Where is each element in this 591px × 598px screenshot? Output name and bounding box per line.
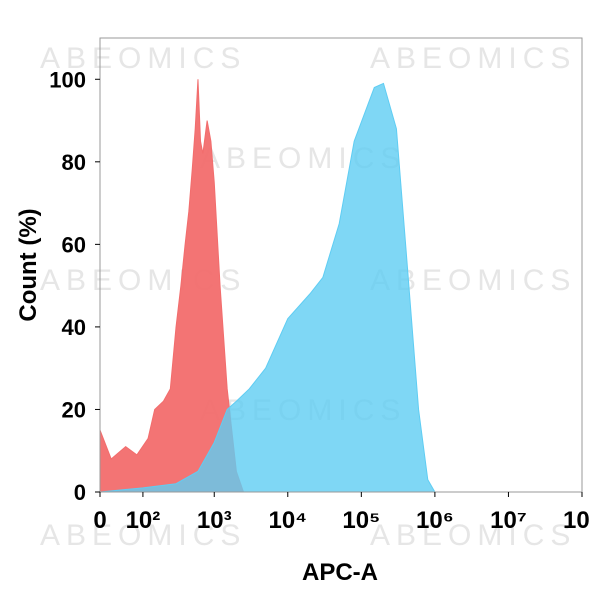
x-axis-label: APC-A (302, 559, 378, 586)
y-tick-label: 20 (62, 397, 86, 422)
y-tick-label: 80 (62, 150, 86, 175)
y-tick-label: 100 (49, 67, 86, 92)
x-tick-label: 10⁵ (342, 507, 380, 534)
y-tick-label: 40 (62, 315, 86, 340)
histogram-area (99, 82, 436, 493)
y-tick-label: 60 (62, 232, 86, 257)
x-tick-label: 10³ (197, 507, 232, 534)
y-axis-label: Count (%) (15, 208, 42, 321)
watermark: ABEOMICS (40, 42, 246, 75)
histogram-area (99, 79, 245, 493)
x-tick-label: 10⁷ (490, 507, 527, 534)
plot-frame (99, 37, 583, 493)
x-tick-label: 10² (126, 507, 161, 534)
x-tick-label: 0 (93, 507, 106, 534)
watermark: ABEOMICS (370, 519, 576, 552)
y-tick-label: 0 (74, 480, 86, 505)
watermark: ABEOMICS (370, 42, 576, 75)
x-tick-label: 10⁶ (416, 507, 454, 534)
x-tick-label: 10⁸ (563, 507, 591, 534)
watermark: ABEOMICS (40, 519, 246, 552)
x-tick-label: 10⁴ (268, 507, 307, 534)
